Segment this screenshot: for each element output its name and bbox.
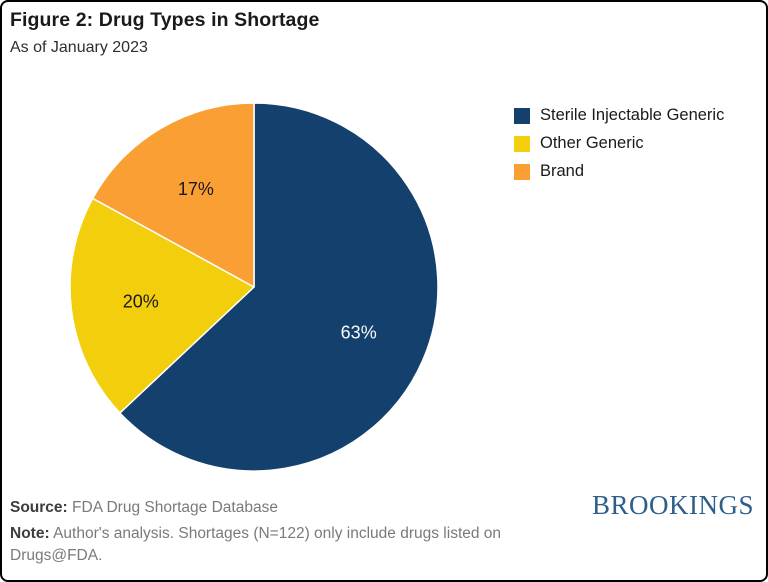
figure-subtitle: As of January 2023	[10, 39, 148, 56]
legend-swatch-brand	[514, 163, 530, 180]
source-text: FDA Drug Shortage Database	[72, 499, 278, 516]
legend-label: Brand	[540, 162, 585, 180]
legend-item-brand: Brand	[514, 162, 724, 181]
pie-slice-sterile-injectable-generic	[119, 102, 439, 472]
note-line: Note: Author's analysis. Shortages (N=12…	[10, 523, 507, 567]
note-text: Author's analysis. Shortages (N=122) onl…	[10, 525, 502, 564]
pie-slice-brand	[92, 102, 255, 288]
source-label: Source:	[10, 499, 68, 516]
brookings-logo: BROOKINGS	[591, 490, 754, 520]
note-label: Note:	[10, 525, 50, 542]
figure-title: Figure 2: Drug Types in Shortage	[10, 9, 320, 31]
legend-swatch-sterile-injectable-generic	[514, 107, 530, 124]
legend-item-other-generic: Other Generic	[514, 134, 724, 153]
pie-value-label-other-generic: 20%	[123, 292, 159, 312]
pie-value-label-brand: 17%	[178, 179, 214, 199]
source-line: Source: FDA Drug Shortage Database	[10, 499, 278, 517]
legend-swatch-other-generic	[514, 135, 530, 152]
legend-label: Sterile Injectable Generic	[540, 106, 725, 124]
legend-label: Other Generic	[540, 134, 644, 152]
legend-item-sterile-injectable-generic: Sterile Injectable Generic	[514, 106, 724, 125]
pie-slice-other-generic	[69, 197, 255, 414]
legend: Sterile Injectable Generic Other Generic…	[514, 106, 724, 190]
pie-value-label-sterile-injectable-generic: 63%	[341, 323, 377, 343]
